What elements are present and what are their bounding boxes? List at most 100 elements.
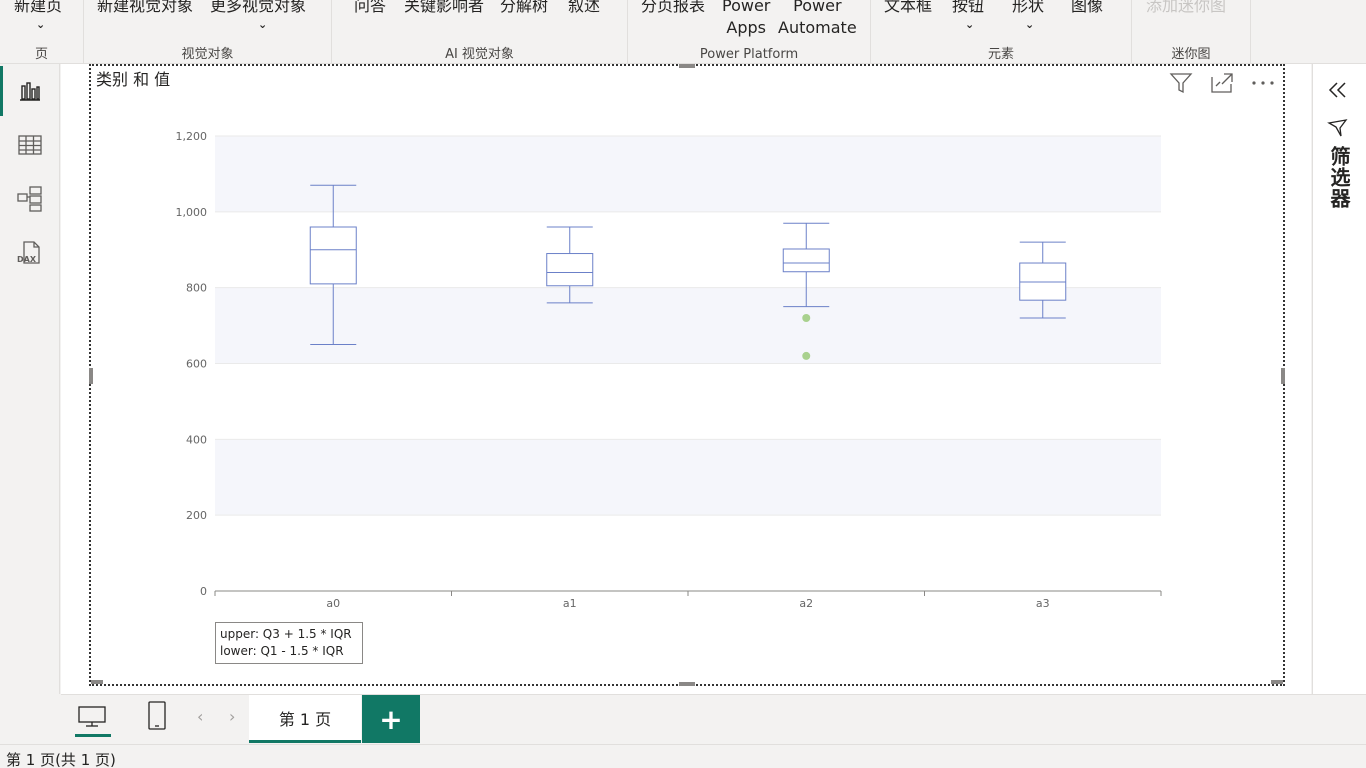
grid-band: [215, 439, 1161, 516]
report-canvas: 类别 和 值 0 200 400 600 800 1,000 1,200 a0 a1 a2 a3 u…: [61, 64, 1311, 694]
qa-button[interactable]: 问答: [354, 0, 386, 16]
resize-handle-top[interactable]: [679, 64, 695, 68]
add-sparkline-button[interactable]: 添加迷你图: [1146, 0, 1226, 16]
nav-dax-query[interactable]: DAX: [0, 226, 60, 280]
paginated-report-button[interactable]: 分页报表: [641, 0, 705, 16]
qa-label: 问答: [354, 0, 387, 15]
filter-funnel-icon: [1327, 119, 1348, 137]
boxplot-visual[interactable]: 类别 和 值 0 200 400 600 800 1,000 1,200 a0 a1 a2 a3 u…: [89, 64, 1285, 686]
image-label: 图像: [1071, 0, 1104, 15]
power-apps-label-line2: Apps: [726, 18, 766, 37]
left-nav: DAX: [0, 64, 60, 694]
ribbon-group-visuals: 新建视觉对象 更多视觉对象 ⌄ 视觉对象: [84, 0, 332, 64]
resize-handle-left[interactable]: [89, 368, 93, 384]
nav-table-view[interactable]: [0, 118, 60, 172]
textbox-button[interactable]: 文本框: [884, 0, 932, 16]
add-sparkline-label: 添加迷你图: [1146, 0, 1227, 15]
box-a0: [309, 226, 357, 285]
page-tab-1[interactable]: 第 1 页: [249, 695, 361, 743]
group-label-ai: AI 视觉对象: [445, 47, 514, 62]
dax-icon: DAX: [17, 241, 40, 264]
power-automate-label-line1: Power: [793, 0, 842, 15]
x-tick-label: a2: [799, 597, 813, 610]
x-tick-label: a0: [326, 597, 340, 610]
chevron-down-icon[interactable]: ⌄: [36, 18, 46, 31]
decomposition-tree-label: 分解树: [500, 0, 549, 15]
iqr-legend: upper: Q3 + 1.5 * IQR lower: Q1 - 1.5 * …: [215, 622, 363, 664]
paginated-report-label: 分页报表: [641, 0, 706, 15]
nav-model-view[interactable]: [0, 172, 60, 226]
prev-page-icon[interactable]: ‹: [197, 707, 204, 726]
focus-mode-icon[interactable]: [1211, 73, 1233, 93]
x-tick-label: a3: [1036, 597, 1050, 610]
power-apps-button[interactable]: Power Apps: [722, 0, 770, 38]
page-tab-1-label: 第 1 页: [278, 709, 332, 729]
group-label-visuals: 视觉对象: [181, 47, 234, 62]
filter-icon[interactable]: [1169, 72, 1193, 94]
box-a1: [546, 253, 594, 287]
more-visuals-label: 更多视觉对象: [210, 0, 307, 15]
shapes-label: 形状: [1012, 0, 1045, 15]
image-button[interactable]: 图像: [1071, 0, 1103, 16]
outlier-point: [802, 314, 811, 322]
resize-handle-right[interactable]: [1281, 368, 1285, 384]
ribbon-group-sparklines: 添加迷你图 迷你图: [1132, 0, 1251, 64]
table-icon: [18, 135, 42, 155]
y-tick-label: 600: [186, 358, 207, 371]
ribbon-group-elements: 文本框 按钮 ⌄ 形状 ⌄ 图像 元素: [871, 0, 1132, 64]
resize-handle-bottom-right[interactable]: [1271, 680, 1283, 684]
grid-band: [215, 136, 1161, 212]
resize-handle-bottom-left[interactable]: [91, 680, 103, 684]
power-automate-label-line2: Automate: [778, 18, 857, 37]
new-page-label: 新建页: [14, 0, 63, 15]
nav-report-view[interactable]: [0, 64, 60, 118]
page-tabs-bar: ‹ › 第 1 页 +: [61, 694, 1366, 744]
grid-band: [215, 287, 1161, 364]
resize-handle-bottom[interactable]: [679, 682, 695, 686]
mobile-layout-icon[interactable]: [147, 701, 167, 731]
desktop-layout-icon[interactable]: [77, 705, 107, 731]
model-icon: [17, 186, 42, 212]
more-options-icon[interactable]: [1251, 80, 1275, 86]
narrative-label: 叙述: [568, 0, 601, 15]
group-label-sparklines: 迷你图: [1171, 47, 1211, 62]
key-influencers-button[interactable]: 关键影响者: [404, 0, 484, 16]
ribbon: 新建页 ⌄ 页 新建视觉对象 更多视觉对象 ⌄ 视觉对象 问答 关键影响者 分解…: [0, 0, 1366, 64]
chevron-down-icon[interactable]: ⌄: [258, 18, 268, 31]
key-influencers-label: 关键影响者: [404, 0, 485, 15]
new-visual-button[interactable]: 新建视觉对象: [97, 0, 193, 16]
boxplot-chart: 0 200 400 600 800 1,000 1,200 a0 a1 a2 a3: [176, 130, 1162, 610]
chevron-down-icon[interactable]: ⌄: [965, 18, 975, 31]
x-tick-label: a1: [563, 597, 577, 610]
y-tick-label: 1,200: [176, 130, 208, 143]
textbox-label: 文本框: [884, 0, 933, 15]
desktop-layout-indicator: [75, 734, 111, 737]
visual-title: 类别 和 值: [96, 70, 171, 89]
collapse-icon[interactable]: [1327, 80, 1349, 100]
svg-text:DAX: DAX: [17, 255, 37, 264]
decomposition-tree-button[interactable]: 分解树: [500, 0, 548, 16]
y-tick-label: 200: [186, 509, 207, 522]
more-visuals-button[interactable]: 更多视觉对象: [210, 0, 306, 16]
visual-header-icons: [1169, 72, 1275, 94]
box-a2: [782, 248, 830, 273]
buttons-button[interactable]: 按钮: [952, 0, 984, 16]
status-bar: 第 1 页(共 1 页): [0, 744, 1366, 768]
add-page-button[interactable]: +: [362, 695, 420, 743]
power-automate-button[interactable]: Power Automate: [778, 0, 857, 38]
bar-chart-icon: [20, 82, 40, 101]
shapes-button[interactable]: 形状: [1012, 0, 1044, 16]
page-count-status: 第 1 页(共 1 页): [6, 751, 116, 768]
new-page-button[interactable]: 新建页: [14, 0, 62, 16]
group-label-elements: 元素: [987, 47, 1014, 62]
narrative-button[interactable]: 叙述: [568, 0, 600, 16]
add-page-label: +: [379, 702, 403, 736]
filter-pane-label: 筛选器: [1327, 146, 1351, 209]
next-page-icon[interactable]: ›: [229, 707, 236, 726]
y-tick-label: 800: [186, 282, 207, 295]
y-tick-label: 400: [186, 433, 207, 446]
filter-pane[interactable]: 筛选器: [1312, 64, 1366, 694]
chevron-down-icon[interactable]: ⌄: [1025, 18, 1035, 31]
ribbon-group-power-platform: 分页报表 Power Apps Power Automate Power Pla…: [628, 0, 871, 64]
iqr-legend-upper: upper: Q3 + 1.5 * IQR: [220, 627, 352, 641]
